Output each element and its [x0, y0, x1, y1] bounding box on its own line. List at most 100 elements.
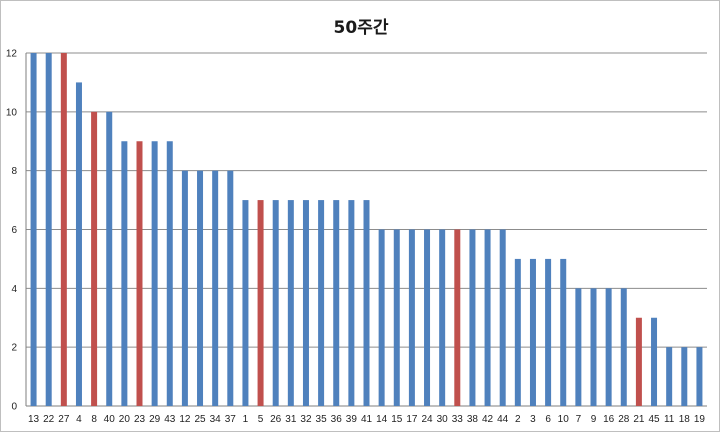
bar-2	[514, 258, 521, 406]
x-tick-label-29: 29	[149, 414, 161, 425]
bar-22	[45, 53, 52, 406]
x-tick-label-11: 11	[664, 414, 675, 425]
x-tick-label-10: 10	[558, 414, 570, 425]
x-tick-label-1: 1	[243, 414, 249, 425]
bar-23	[136, 141, 143, 406]
bar-10	[560, 258, 567, 406]
x-tick-label-6: 6	[545, 414, 551, 425]
bar-44	[499, 229, 506, 406]
chart-title: 50주간	[333, 18, 389, 38]
x-tick-label-9: 9	[591, 414, 597, 425]
bar-13	[30, 53, 37, 406]
x-tick-label-21: 21	[633, 414, 645, 425]
bar-42	[484, 229, 491, 406]
bar-15	[393, 229, 400, 406]
bar-37	[227, 170, 234, 406]
bar-9	[590, 288, 597, 406]
bar-35	[318, 200, 325, 406]
x-tick-label-33: 33	[452, 414, 464, 425]
x-tick-label-3: 3	[530, 414, 536, 425]
x-tick-label-26: 26	[270, 414, 282, 425]
x-tick-label-19: 19	[694, 414, 706, 425]
bar-3	[529, 258, 536, 406]
bar-26	[272, 200, 279, 406]
x-tick-label-17: 17	[406, 414, 418, 425]
x-tick-label-30: 30	[437, 414, 449, 425]
y-tick-label-0: 0	[11, 402, 17, 413]
bar-27	[60, 53, 67, 406]
x-tick-label-13: 13	[28, 414, 40, 425]
bar-19	[696, 347, 703, 406]
bar-38	[469, 229, 476, 406]
x-tick-label-45: 45	[648, 414, 660, 425]
bar-11	[666, 347, 673, 406]
x-tick-label-20: 20	[119, 414, 131, 425]
x-tick-label-34: 34	[210, 414, 222, 425]
bar-28	[620, 288, 627, 406]
bar-45	[651, 317, 658, 406]
bar-24	[424, 229, 431, 406]
bar-39	[348, 200, 355, 406]
x-tick-label-41: 41	[361, 414, 373, 425]
bar-5	[257, 200, 264, 406]
bar-17	[408, 229, 415, 406]
x-tick-label-44: 44	[497, 414, 509, 425]
bar-41	[363, 200, 370, 406]
bar-31	[287, 200, 294, 406]
x-tick-label-7: 7	[576, 414, 582, 425]
x-tick-label-24: 24	[421, 414, 433, 425]
bar-20	[121, 141, 128, 406]
x-tick-label-42: 42	[482, 414, 494, 425]
bar-8	[91, 111, 98, 406]
x-tick-label-8: 8	[91, 414, 97, 425]
x-tick-label-14: 14	[376, 414, 388, 425]
x-tick-label-27: 27	[58, 414, 70, 425]
x-tick-label-4: 4	[76, 414, 82, 425]
bar-30	[439, 229, 446, 406]
x-tick-label-18: 18	[679, 414, 691, 425]
bar-40	[106, 111, 113, 406]
y-tick-label-10: 10	[6, 107, 18, 118]
y-tick-label-2: 2	[11, 343, 17, 354]
x-tick-label-25: 25	[194, 414, 206, 425]
bar-1	[242, 200, 249, 406]
bar-25	[197, 170, 204, 406]
bar-32	[302, 200, 309, 406]
x-tick-label-15: 15	[391, 414, 403, 425]
x-tick-label-32: 32	[300, 414, 312, 425]
x-tick-label-40: 40	[104, 414, 116, 425]
bar-43	[166, 141, 173, 406]
bar-29	[151, 141, 158, 406]
x-tick-label-23: 23	[134, 414, 146, 425]
bar-6	[545, 258, 552, 406]
x-tick-label-36: 36	[331, 414, 343, 425]
x-tick-label-16: 16	[603, 414, 615, 425]
x-tick-label-2: 2	[515, 414, 521, 425]
x-tick-label-12: 12	[179, 414, 191, 425]
x-tick-label-28: 28	[618, 414, 630, 425]
bar-34	[212, 170, 219, 406]
x-tick-label-22: 22	[43, 414, 55, 425]
bar-16	[605, 288, 612, 406]
bar-21	[635, 317, 642, 406]
bar-33	[454, 229, 461, 406]
y-tick-label-6: 6	[11, 225, 17, 236]
y-tick-label-8: 8	[11, 166, 17, 177]
bar-18	[681, 347, 688, 406]
bar-12	[181, 170, 188, 406]
y-tick-label-12: 12	[6, 49, 18, 60]
y-tick-label-4: 4	[11, 284, 17, 295]
x-tick-label-38: 38	[467, 414, 479, 425]
bar-7	[575, 288, 582, 406]
x-tick-label-31: 31	[285, 414, 297, 425]
bar-36	[333, 200, 340, 406]
bar-4	[75, 82, 82, 407]
bar-14	[378, 229, 385, 406]
x-tick-label-35: 35	[316, 414, 328, 425]
x-tick-label-5: 5	[258, 414, 264, 425]
x-tick-label-37: 37	[225, 414, 237, 425]
x-tick-label-43: 43	[164, 414, 176, 425]
x-tick-label-39: 39	[346, 414, 358, 425]
